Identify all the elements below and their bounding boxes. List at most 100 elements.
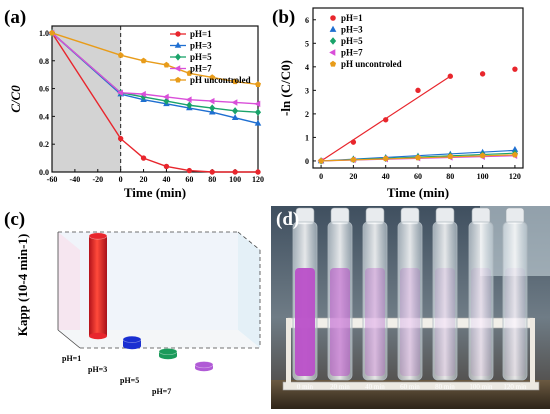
- x-tick-label: 40: [162, 175, 170, 184]
- panel-d-photo: 0 min 20 min 40 min 60 min 80 min 100 min 120 …: [271, 206, 550, 409]
- x-axis-title: Time (min): [124, 185, 186, 200]
- test-tube: 120 min: [502, 207, 528, 391]
- data-point: [186, 70, 193, 76]
- panel-a-line-chart: (a) -60 -40 -20 0 20 40 60 80 100 120 0.0 0.2 0.4 0.6…: [4, 7, 264, 200]
- chart-legend: pH=1 pH=3pH=5 pH=7pH uncontroled: [170, 29, 251, 85]
- floor: [58, 330, 260, 348]
- rack-leg-right: [530, 318, 535, 384]
- legend-marker: [330, 15, 336, 21]
- y-tick-label: 0.6: [39, 85, 49, 94]
- x-tick-label: 60: [414, 172, 422, 181]
- x-tick-label: 100: [229, 175, 241, 184]
- test-tube: 60 min: [397, 207, 423, 391]
- data-point: [186, 167, 193, 174]
- back-wall: [58, 232, 238, 330]
- bar-top: [88, 232, 108, 240]
- data-point: [232, 169, 238, 175]
- y-axis-title: Kapp (10-4 min-1): [15, 234, 30, 337]
- category-label: pH=3: [88, 365, 107, 374]
- tube-liquid: [400, 268, 420, 376]
- data-point: [479, 152, 486, 159]
- legend-marker: [329, 25, 337, 32]
- tube-glass: [397, 221, 423, 381]
- y-tick-label: 3: [305, 86, 309, 95]
- chart-legend: pH=1 pH=3pH=5 pH=7pH uncontroled: [329, 13, 402, 69]
- data-point: [163, 61, 170, 68]
- data-point: [117, 135, 124, 142]
- data-point: [350, 139, 357, 145]
- data-point: [231, 114, 239, 121]
- y-tick-label: 4: [305, 63, 309, 72]
- y-tick-label: 0: [305, 157, 309, 166]
- data-point: [254, 100, 261, 108]
- data-point: [447, 73, 454, 79]
- x-tick-label: 0: [119, 175, 123, 184]
- tube-time-label: 100 min: [469, 383, 493, 391]
- box-edge: [237, 231, 261, 251]
- legend-label: pH=7: [190, 64, 212, 74]
- data-point: [209, 104, 216, 112]
- x-tick-label: -60: [47, 175, 58, 184]
- data-point: [208, 108, 216, 115]
- panel-c-label: (c): [4, 209, 25, 230]
- x-tick-label: 120: [509, 172, 521, 181]
- legend-label: pH=7: [341, 48, 363, 58]
- y-tick-label: 2: [305, 110, 309, 119]
- legend-label: pH uncontroled: [341, 59, 402, 69]
- data-point: [232, 78, 239, 85]
- rack-base: [282, 381, 540, 391]
- data-point: [162, 93, 169, 101]
- category-label: pH=7: [152, 387, 171, 396]
- data-point: [382, 155, 389, 162]
- x-tick-label: 20: [349, 172, 357, 181]
- axis-ticks: -60 -40 -20 0 20 40 60 80 100 120 0.0 0.2 0.4 0.6 0.8 1…: [39, 29, 264, 184]
- y-tick-label: 1: [305, 133, 309, 142]
- test-tube: 40 min: [362, 207, 388, 391]
- legend-label: pH=3: [341, 25, 363, 35]
- data-point: [139, 90, 146, 98]
- data-point: [415, 154, 421, 161]
- bar-top: [194, 361, 214, 369]
- legend-label: pH=5: [190, 52, 212, 62]
- axis-ticks: 0 20 40 60 80 100 120 0 1 2 3 4 5 6: [305, 16, 521, 181]
- series-group: [317, 66, 519, 165]
- x-axis-title: Time (min): [387, 185, 449, 200]
- tube-time-label: 40 min: [365, 383, 385, 391]
- y-tick-label: 6: [305, 16, 309, 25]
- x-tick-label: 60: [185, 175, 193, 184]
- data-point: [209, 74, 216, 80]
- right-panel: [238, 232, 260, 348]
- data-point: [511, 151, 518, 158]
- x-tick-label: 20: [140, 175, 148, 184]
- panel-d-label: (d): [276, 209, 299, 230]
- y-axis-title: -ln (C/C0): [278, 60, 293, 116]
- legend-label: pH uncontroled: [190, 75, 251, 85]
- data-point: [140, 155, 147, 161]
- x-tick-label: 100: [477, 172, 489, 181]
- y-tick-label: 0.0: [39, 168, 49, 177]
- data-point: [254, 108, 262, 116]
- x-tick-label: 0: [319, 172, 323, 181]
- data-point: [231, 99, 238, 106]
- data-point: [447, 153, 454, 160]
- tube-liquid: [330, 268, 350, 376]
- tube-time-label: 20 min: [330, 383, 350, 391]
- data-point: [382, 117, 389, 123]
- data-point: [209, 169, 215, 175]
- data-point: [116, 89, 123, 97]
- left-wall: [58, 232, 80, 348]
- series-line: [51, 32, 259, 125]
- data-point: [49, 29, 55, 36]
- data-point: [479, 71, 486, 77]
- bar-base: [123, 342, 141, 350]
- data-point: [140, 57, 147, 64]
- category-labels: pH=1 pH=3 pH=5 pH=7: [62, 354, 171, 396]
- x-tick-label: 120: [252, 175, 264, 184]
- legend-marker: [174, 53, 182, 61]
- data-point: [163, 97, 170, 105]
- tube-glass: [502, 221, 528, 381]
- y-axis-title: C/C0: [8, 85, 23, 113]
- bar-base: [89, 332, 107, 340]
